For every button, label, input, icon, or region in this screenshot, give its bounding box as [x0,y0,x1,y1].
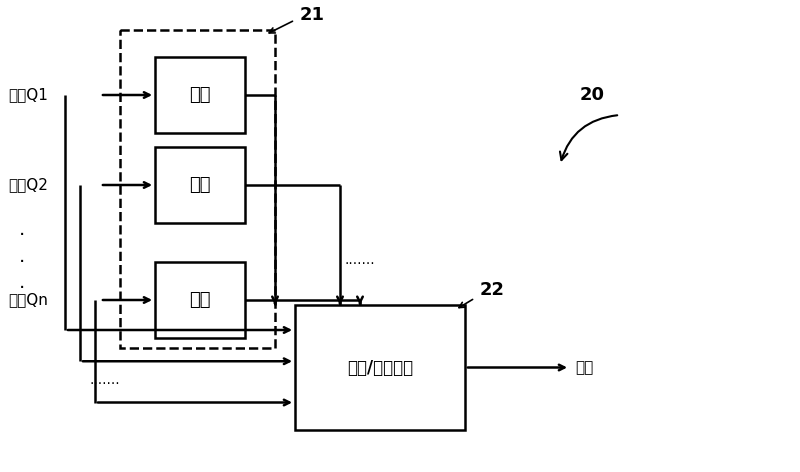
Text: 度量: 度量 [190,176,210,194]
Text: 度量: 度量 [190,291,210,309]
Text: 度量: 度量 [190,86,210,104]
FancyArrowPatch shape [560,115,618,160]
Text: 输出Q2: 输出Q2 [8,177,48,193]
Text: 输出Q1: 输出Q1 [8,87,48,102]
Text: .......: ....... [90,373,120,387]
Text: 输出: 输出 [575,360,594,375]
Text: 输出Qn: 输出Qn [8,293,48,307]
Text: ·
·
·: · · · [19,226,25,298]
Text: 22: 22 [480,281,505,299]
Text: 21: 21 [300,6,325,24]
Text: 合成/选择模块: 合成/选择模块 [347,359,413,377]
Text: 20: 20 [580,86,605,104]
Text: .......: ....... [345,253,375,267]
